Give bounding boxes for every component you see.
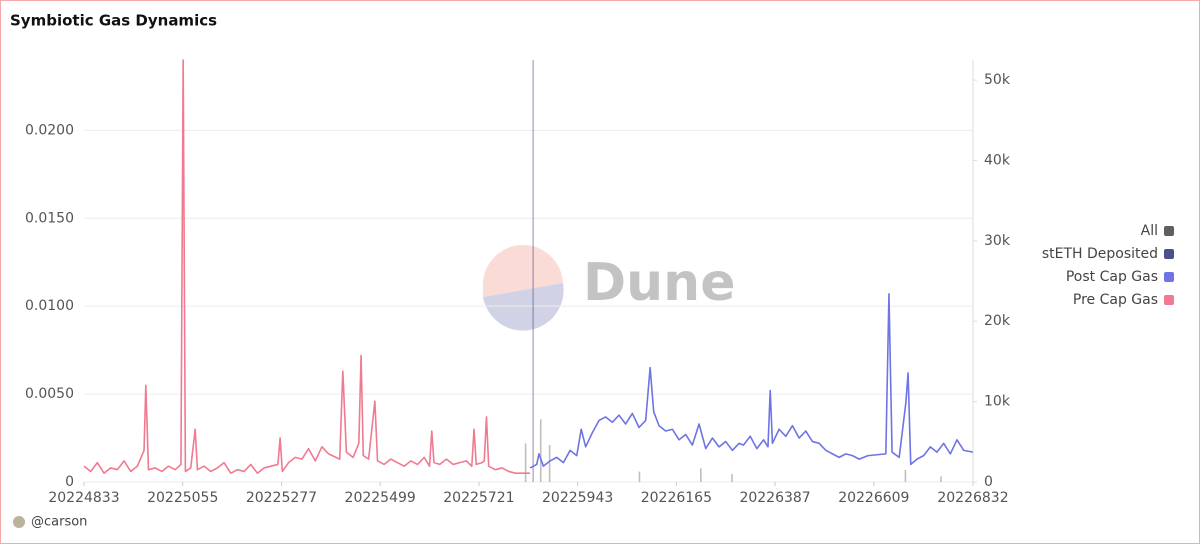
legend-label: Pre Cap Gas bbox=[1073, 292, 1158, 308]
bar bbox=[731, 473, 733, 482]
watermark-logo-bottom bbox=[483, 283, 564, 331]
y-tick-label: 0 bbox=[65, 474, 74, 490]
legend-swatch bbox=[1164, 249, 1174, 259]
bar bbox=[700, 468, 702, 482]
legend-label: stETH Deposited bbox=[1042, 246, 1158, 262]
watermark: Dune bbox=[482, 244, 735, 331]
legend-swatch bbox=[1164, 226, 1174, 236]
author: @carson bbox=[31, 515, 87, 530]
x-tick-label: 20226387 bbox=[739, 490, 810, 506]
x-tick-label: 20225943 bbox=[542, 490, 613, 506]
x-tick-label: 20225721 bbox=[443, 490, 514, 506]
bar bbox=[638, 471, 641, 482]
y-tick-label: 0.0150 bbox=[25, 210, 74, 226]
y2-tick-label: 50k bbox=[984, 72, 1011, 88]
chart-title: Symbiotic Gas Dynamics bbox=[10, 12, 217, 30]
bar bbox=[940, 476, 942, 482]
x-tick-label: 20225055 bbox=[147, 490, 218, 506]
x-tick-label: 20224833 bbox=[48, 490, 119, 506]
x-tick-label: 20226832 bbox=[937, 490, 1008, 506]
bar bbox=[904, 469, 907, 482]
y2-tick-label: 20k bbox=[984, 313, 1011, 329]
x-tick-label: 20225277 bbox=[246, 490, 317, 506]
y-tick-label: 0.0050 bbox=[25, 386, 74, 402]
legend-swatch bbox=[1164, 272, 1174, 282]
y2-tick-label: 30k bbox=[984, 233, 1011, 249]
author-avatar bbox=[13, 516, 25, 528]
x-tick-label: 20226165 bbox=[641, 490, 712, 506]
y2-tick-label: 10k bbox=[984, 394, 1011, 410]
y-tick-label: 0.0100 bbox=[25, 298, 74, 314]
y2-tick-label: 0 bbox=[984, 474, 993, 490]
watermark-logo-top bbox=[482, 244, 563, 297]
legend-label: All bbox=[1141, 223, 1158, 239]
y2-tick-label: 40k bbox=[984, 152, 1011, 168]
bar bbox=[548, 445, 551, 482]
x-tick-label: 20226609 bbox=[838, 490, 909, 506]
bar bbox=[524, 443, 527, 482]
line bbox=[83, 59, 531, 475]
bar bbox=[539, 419, 542, 482]
line bbox=[529, 293, 974, 469]
watermark-text: Dune bbox=[583, 253, 735, 313]
bar bbox=[532, 60, 534, 482]
x-tick-label: 20225499 bbox=[345, 490, 416, 506]
y-tick-label: 0.0200 bbox=[25, 122, 74, 138]
legend-swatch bbox=[1164, 295, 1174, 305]
legend-label: Post Cap Gas bbox=[1066, 269, 1158, 285]
